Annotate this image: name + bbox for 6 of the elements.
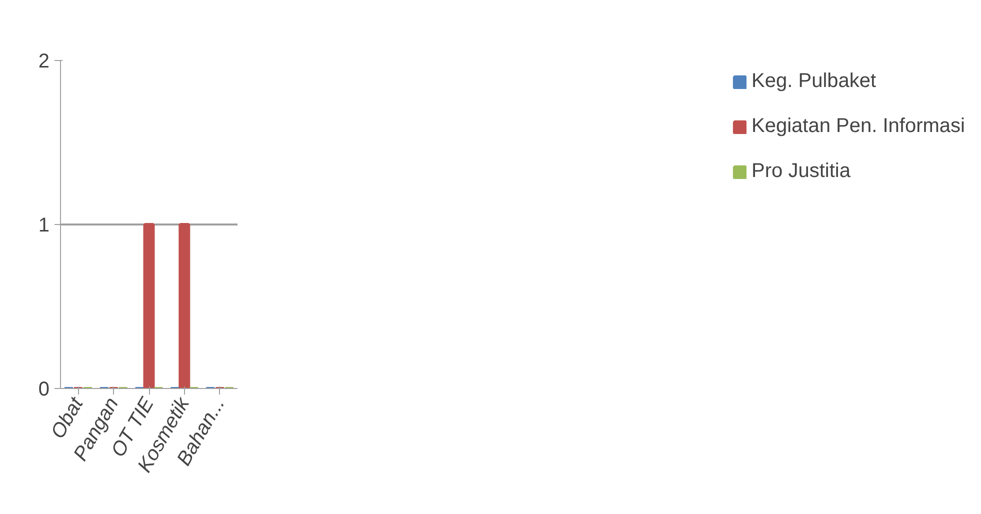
legend-label: Keg. Pulbaket [752,70,876,93]
y-tick-label: 1 [38,214,50,236]
legend-label: Pro Justitia [752,160,850,183]
y-tick-label: 2 [38,50,50,72]
y-tick-label: 0 [38,378,50,400]
legend-label: Kegiatan Pen. Informasi [752,115,965,138]
